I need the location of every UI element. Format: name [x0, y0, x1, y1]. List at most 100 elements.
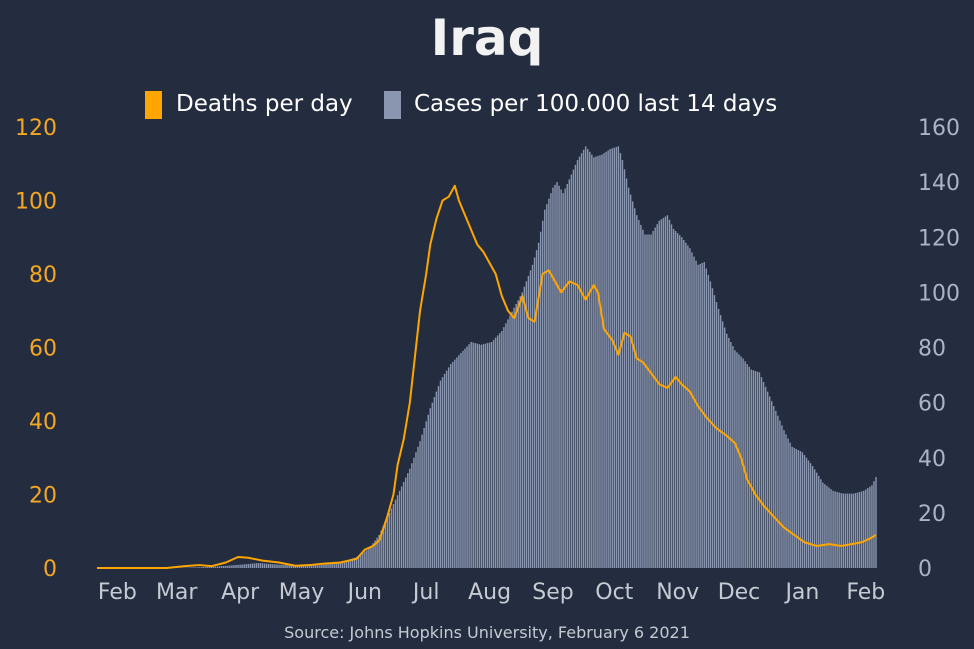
cases-bar: [832, 490, 834, 568]
legend-swatch-deaths: [145, 91, 162, 119]
right-tick-label: 60: [918, 392, 946, 417]
left-tick-label: 0: [43, 557, 57, 582]
cases-bar: [713, 295, 716, 568]
cases-bar: [447, 367, 450, 568]
cases-bar: [335, 563, 337, 568]
cases-bar: [711, 288, 714, 568]
cases-bar: [554, 184, 556, 568]
cases-bar: [578, 156, 581, 568]
cases-bar: [693, 256, 695, 568]
cases-bar: [212, 566, 215, 568]
cases-bar: [345, 560, 348, 568]
cases-bar: [685, 242, 687, 568]
cases-bar: [355, 556, 358, 568]
cases-bar: [717, 308, 720, 568]
cases-bar: [791, 446, 793, 568]
cases-bar: [517, 300, 519, 568]
cases-bar: [478, 344, 481, 568]
cases-bar: [852, 493, 855, 568]
left-tick-label: 120: [15, 116, 57, 141]
cases-bar: [754, 370, 757, 568]
cases-bar: [666, 215, 669, 568]
x-axis: Feb Mar Apr May Jun Jul Aug Sep Oct Nov Dec Jan Feb: [98, 580, 885, 605]
cases-bar: [421, 434, 423, 568]
cases-bar: [574, 164, 577, 568]
cases-bar: [405, 477, 407, 568]
cases-bar: [562, 193, 564, 568]
cases-bar: [826, 485, 828, 568]
cases-bar: [497, 335, 499, 568]
cases-bar: [249, 563, 252, 568]
cases-bar: [439, 380, 442, 568]
cases-bar: [875, 477, 877, 568]
cases-bar: [721, 321, 724, 568]
cases-bar: [384, 521, 387, 568]
cases-bar: [333, 563, 335, 568]
cases-bar: [276, 564, 278, 568]
cases-bar: [766, 391, 769, 568]
cases-bar: [544, 209, 546, 568]
cases-bar: [259, 563, 262, 568]
cases-bar: [591, 154, 593, 568]
cases-bar: [265, 563, 268, 568]
cases-bar: [779, 420, 781, 568]
cases-bar: [341, 561, 344, 568]
x-tick-label: Dec: [718, 580, 761, 605]
cases-bar: [787, 438, 789, 568]
cases-bar: [231, 565, 233, 568]
cases-bar: [270, 564, 272, 568]
cases-bar: [468, 344, 470, 568]
cases-bar: [505, 323, 507, 568]
cases-bar: [380, 530, 382, 568]
cases-bar: [429, 408, 431, 568]
cases-bar: [631, 201, 634, 569]
x-tick-label: Oct: [595, 580, 633, 605]
cases-bar: [539, 231, 542, 569]
x-tick-label: Apr: [221, 580, 260, 605]
cases-bar: [771, 401, 773, 568]
cases-bar: [828, 487, 830, 568]
right-axis: 0 20 40 60 80 100 120 140 160: [918, 116, 960, 582]
cases-bar: [625, 178, 628, 568]
cases-bar: [331, 563, 333, 568]
cases-bar: [552, 187, 554, 568]
cases-bar: [339, 562, 342, 568]
cases-bar: [364, 551, 366, 568]
cases-bar: [650, 234, 652, 569]
cases-bar: [824, 484, 826, 568]
cases-bar: [204, 566, 207, 568]
cases-bar: [284, 564, 286, 568]
cases-bar: [511, 311, 513, 568]
cases-bar: [441, 377, 444, 568]
cases-bar: [327, 564, 329, 568]
cases-bar: [580, 153, 583, 568]
cases-bar: [762, 381, 765, 568]
cases-bar: [805, 457, 808, 568]
x-tick-label: Jun: [346, 580, 382, 605]
cases-bar: [576, 160, 579, 568]
right-tick-label: 40: [918, 447, 946, 472]
cases-bar: [392, 504, 395, 568]
cases-bar: [374, 540, 376, 568]
cases-bar: [445, 370, 448, 568]
cases-bar: [679, 235, 681, 568]
cases-bar: [196, 567, 198, 568]
cases-bar: [858, 491, 861, 568]
cases-bar: [409, 468, 411, 568]
cases-bar: [425, 421, 427, 568]
cases-bar: [349, 559, 352, 568]
cases-bar: [681, 237, 683, 568]
cases-bar: [319, 565, 321, 568]
cases-bar: [353, 557, 356, 568]
cases-bar: [417, 446, 419, 568]
cases-bar: [546, 204, 548, 568]
cases-bar: [486, 343, 489, 568]
cases-bar: [613, 147, 615, 569]
cases-bar: [603, 153, 605, 568]
cases-bar: [423, 427, 425, 568]
cases-bar: [288, 565, 290, 568]
cases-bar: [198, 567, 200, 568]
cases-bar: [368, 548, 370, 568]
cases-bar: [325, 564, 327, 568]
cases-bar: [351, 558, 354, 568]
